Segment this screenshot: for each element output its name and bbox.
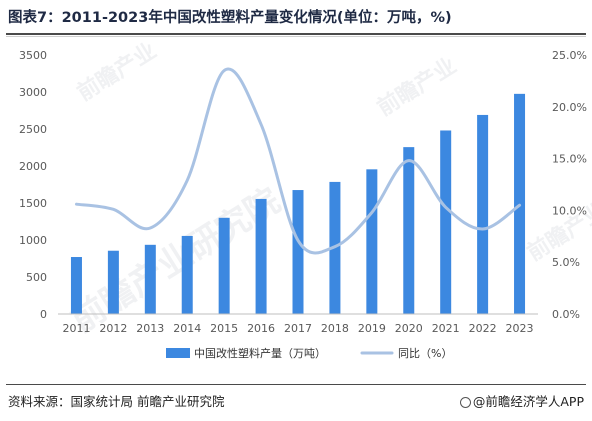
footer-rule	[6, 384, 586, 385]
left-tick-label: 2000	[19, 160, 47, 173]
x-tick-label: 2012	[99, 322, 127, 335]
title-rule-light	[6, 36, 586, 37]
bar-2017	[292, 190, 304, 314]
left-tick-label: 2500	[19, 123, 47, 136]
x-tick-label: 2021	[432, 322, 460, 335]
brand-credit: @前瞻经济学人APP	[459, 391, 584, 410]
bar-2013	[144, 244, 156, 314]
x-tick-label: 2019	[358, 322, 386, 335]
right-tick-label: 5.0%	[552, 256, 580, 269]
x-tick-label: 2011	[62, 322, 90, 335]
bar-2015	[218, 217, 230, 314]
x-tick-label: 2013	[136, 322, 164, 335]
bar-2020	[403, 147, 415, 314]
x-tick-label: 2020	[395, 322, 423, 335]
x-tick-label: 2017	[284, 322, 312, 335]
left-tick-label: 3000	[19, 86, 47, 99]
page-title: 图表7：2011-2023年中国改性塑料产量变化情况(单位：万吨，%)	[8, 10, 452, 26]
legend-swatch-bar	[166, 348, 190, 358]
left-tick-label: 0	[40, 308, 47, 321]
bar-2012	[107, 250, 119, 314]
x-tick-label: 2016	[247, 322, 275, 335]
bar-2021	[440, 130, 452, 314]
x-tick-label: 2022	[469, 322, 497, 335]
legend-label-bar: 中国改性塑料产量（万吨）	[194, 346, 326, 360]
right-tick-label: 0.0%	[552, 308, 580, 321]
bar-2019	[366, 169, 378, 314]
right-tick-label: 15.0%	[552, 153, 587, 166]
bar-2011	[70, 257, 82, 314]
x-tick-label: 2023	[506, 322, 534, 335]
left-tick-label: 1000	[19, 234, 47, 247]
right-tick-label: 20.0%	[552, 101, 587, 114]
left-tick-label: 1500	[19, 197, 47, 210]
brand-logo-icon	[459, 397, 471, 408]
bar-2022	[477, 114, 489, 314]
source-note: 资料来源：国家统计局 前瞻产业研究院	[8, 394, 225, 409]
yoy-line	[74, 67, 522, 255]
left-tick-label: 500	[26, 271, 47, 284]
x-tick-label: 2014	[173, 322, 201, 335]
bar-2014	[181, 235, 193, 314]
title-rule	[6, 33, 586, 35]
brand-text: @前瞻经济学人APP	[472, 394, 584, 409]
right-tick-label: 25.0%	[552, 49, 587, 62]
bar-2016	[255, 198, 267, 314]
chart: 0 500 1000 1500 2000 2500 3000 3500 0.0% 5.0% 10.…	[19, 49, 587, 360]
legend-label-line: 同比（%）	[398, 347, 452, 360]
right-tick-label: 10.0%	[552, 204, 587, 217]
left-tick-label: 3500	[19, 49, 47, 62]
x-tick-label: 2015	[210, 322, 238, 335]
x-tick-label: 2018	[321, 322, 349, 335]
